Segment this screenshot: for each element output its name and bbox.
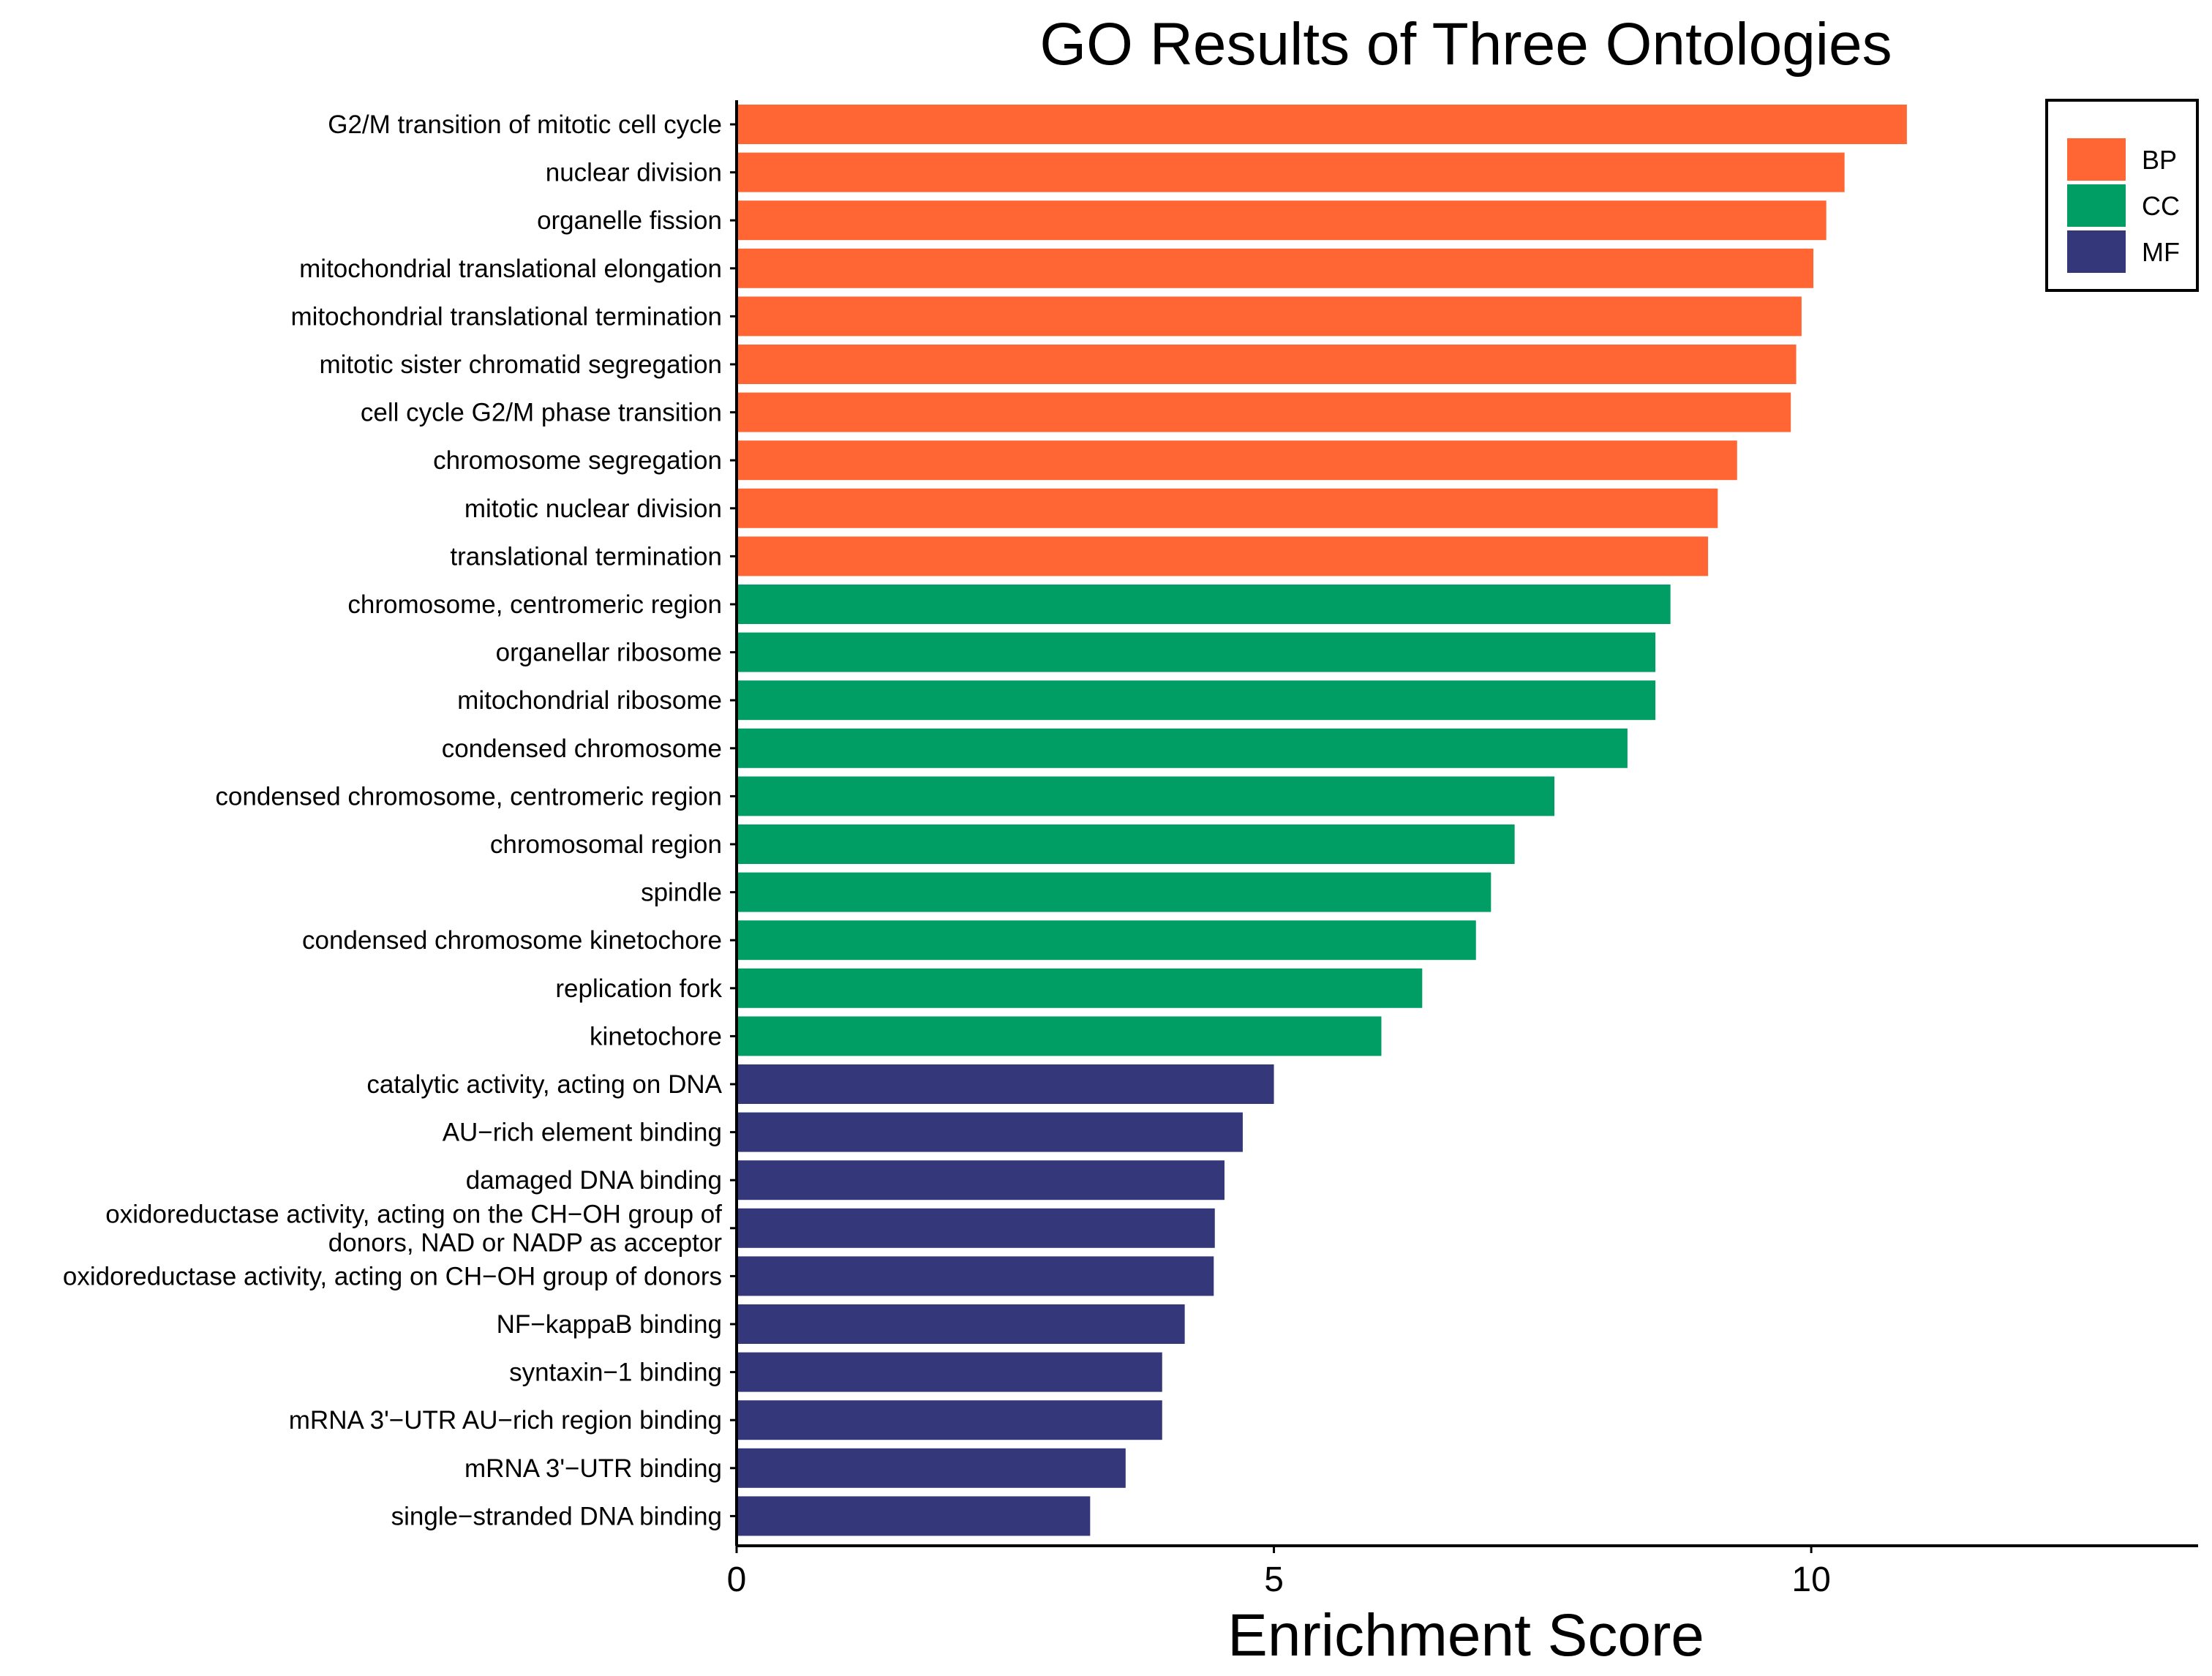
bar-bp [737, 296, 1802, 337]
category-label: mitochondrial translational elongation [299, 255, 722, 283]
bar-cc [737, 776, 1554, 816]
legend-label-bp: BP [2142, 145, 2177, 175]
category-labels: G2/M transition of mitotic cell cycle nuc… [63, 110, 737, 1530]
bar-mf [737, 1112, 1243, 1152]
category-label: condensed chromosome [442, 734, 722, 763]
legend: BP CC MF [2045, 99, 2199, 292]
category-label: oxidoreductase activity, acting on CH−OH… [63, 1262, 722, 1290]
category-label: oxidoreductase activity, acting on the C… [105, 1200, 722, 1228]
x-axis-label: Enrichment Score [1227, 1602, 1704, 1669]
category-label: spindle [641, 879, 722, 907]
bar-cc [737, 968, 1423, 1008]
bar-cc [737, 920, 1476, 961]
bar-mf [737, 1448, 1126, 1488]
bar-bp [737, 488, 1718, 528]
bar-mf [737, 1304, 1185, 1344]
bar-bp [737, 536, 1709, 576]
category-label: chromosome segregation [433, 446, 722, 475]
category-label: condensed chromosome kinetochore [302, 926, 722, 955]
category-label: mRNA 3'−UTR AU−rich region binding [289, 1406, 722, 1435]
bar-cc [737, 632, 1656, 672]
category-label: mRNA 3'−UTR binding [464, 1454, 722, 1483]
category-label: organelle fission [537, 206, 722, 235]
bar-bp [737, 152, 1845, 192]
bar-mf [737, 1400, 1162, 1440]
bar-mf [737, 1160, 1224, 1200]
bar-cc [737, 728, 1628, 768]
category-label: mitochondrial translational termination [291, 302, 722, 331]
bar-bp [737, 105, 1907, 144]
bar-mf [737, 1496, 1091, 1536]
category-label: donors, NAD or NADP as acceptor [328, 1228, 723, 1257]
category-label: AU−rich element binding [443, 1119, 722, 1147]
category-label: nuclear division [546, 159, 722, 187]
bar-bp [737, 200, 1827, 241]
bar-bp [737, 248, 1814, 288]
bar-cc [737, 824, 1515, 864]
bars-group [737, 105, 1907, 1536]
category-label: chromosome, centromeric region [347, 590, 722, 619]
category-label: kinetochore [590, 1022, 722, 1051]
legend-swatch-bp [2067, 138, 2126, 181]
category-label: NF−kappaB binding [497, 1310, 722, 1339]
bar-bp [737, 392, 1791, 432]
bar-mf [737, 1208, 1215, 1248]
x-axis-ticks: 0 5 10 [727, 1546, 1831, 1599]
category-label: condensed chromosome, centromeric region [215, 782, 722, 811]
category-label: cell cycle G2/M phase transition [361, 399, 722, 427]
category-label: mitochondrial ribosome [457, 686, 722, 715]
legend-swatch-mf [2067, 230, 2126, 273]
bar-mf [737, 1256, 1214, 1296]
legend-label-mf: MF [2142, 237, 2180, 267]
category-label: mitotic sister chromatid segregation [320, 350, 723, 379]
legend-label-cc: CC [2142, 191, 2180, 221]
category-label: G2/M transition of mitotic cell cycle [328, 110, 722, 139]
category-label: translational termination [450, 542, 722, 571]
x-tick-label: 10 [1791, 1560, 1830, 1599]
chart-title: GO Results of Three Ontologies [1039, 11, 1892, 78]
category-label: syntaxin−1 binding [509, 1359, 722, 1387]
category-label: single−stranded DNA binding [391, 1502, 722, 1530]
category-label: chromosomal region [490, 830, 722, 859]
category-label: mitotic nuclear division [464, 495, 722, 523]
bar-cc [737, 585, 1671, 624]
bar-bp [737, 440, 1737, 481]
category-label: catalytic activity, acting on DNA [366, 1070, 722, 1099]
x-tick-label: 0 [727, 1560, 747, 1599]
category-label: replication fork [555, 974, 722, 1003]
bar-bp [737, 345, 1797, 384]
bar-cc [737, 872, 1491, 912]
x-tick-label: 5 [1264, 1560, 1284, 1599]
bar-mf [737, 1064, 1274, 1104]
bar-mf [737, 1352, 1162, 1392]
bar-cc [737, 1016, 1382, 1056]
bar-cc [737, 680, 1656, 721]
legend-swatch-cc [2067, 184, 2126, 227]
category-label: damaged DNA binding [466, 1166, 722, 1195]
category-label: organellar ribosome [496, 639, 722, 667]
